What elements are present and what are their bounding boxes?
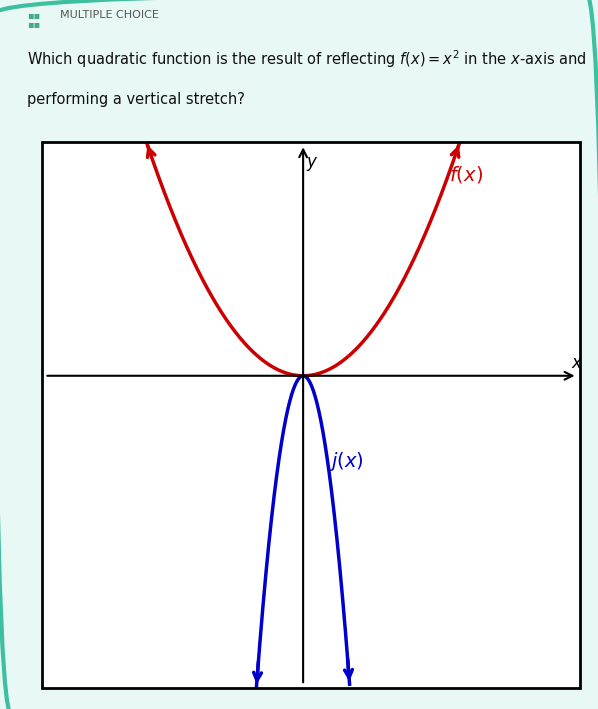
Text: MULTIPLE CHOICE: MULTIPLE CHOICE (60, 10, 158, 21)
Text: ▪▪
▪▪: ▪▪ ▪▪ (27, 10, 40, 28)
Text: performing a vertical stretch?: performing a vertical stretch? (27, 92, 245, 107)
Text: $j(x)$: $j(x)$ (329, 450, 364, 473)
Text: Which quadratic function is the result of reflecting $\mathit{f}(\mathit{x})=x^2: Which quadratic function is the result o… (27, 48, 587, 70)
Text: $y$: $y$ (306, 155, 319, 173)
Text: $x$: $x$ (571, 354, 584, 372)
Text: $f(x)$: $f(x)$ (450, 164, 483, 185)
